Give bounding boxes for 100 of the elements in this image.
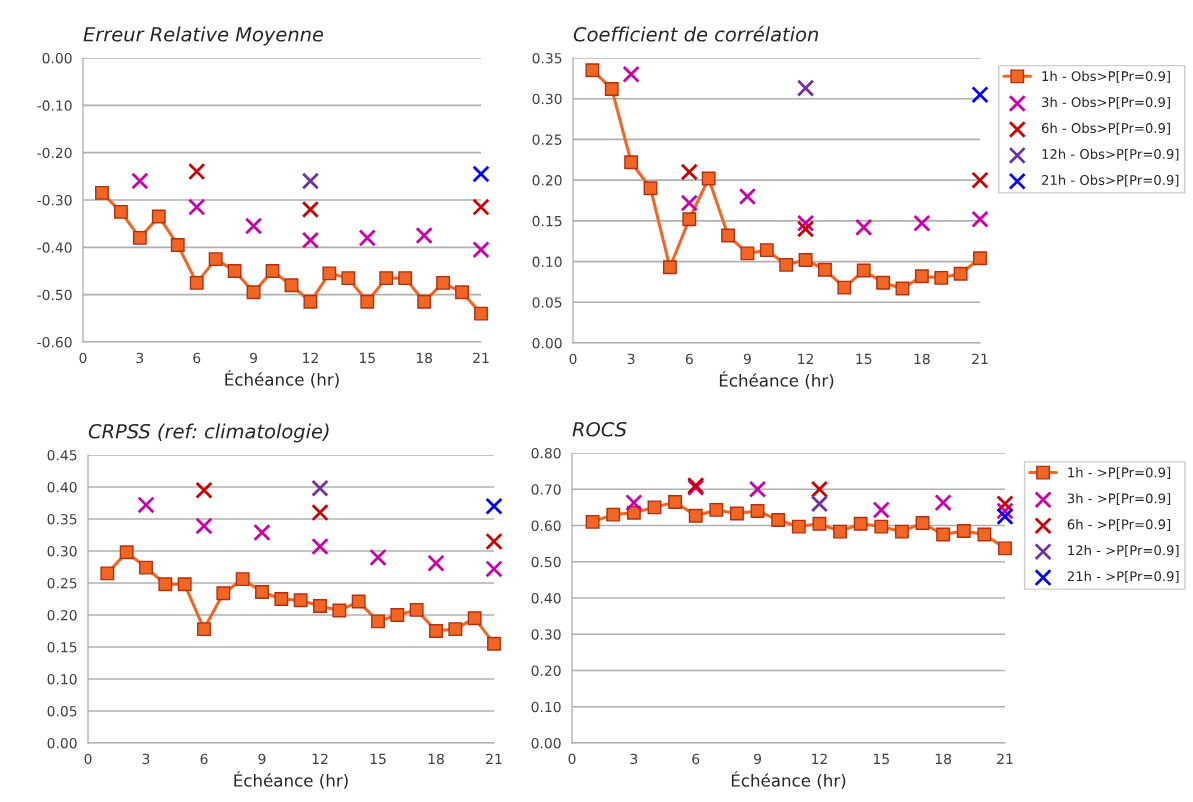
point [643, 181, 658, 196]
y-tick-label: 0.80 [531, 447, 561, 459]
point [680, 194, 698, 212]
point [740, 246, 755, 261]
y-tick-label: 0.30 [47, 545, 77, 557]
y-tick-label: 0.35 [47, 513, 77, 525]
x-tick-label: 3 [627, 353, 635, 365]
y-tick-label: -0.60 [37, 336, 72, 348]
legend-label: 6h - >P[Pr=0.9] [1067, 519, 1171, 531]
chart-title: CRPSS (ref: climatologie) [88, 423, 329, 443]
point [360, 294, 375, 309]
y-tick-label: 0.10 [531, 701, 561, 713]
point [188, 162, 206, 181]
x-tick-label: 9 [258, 753, 266, 765]
point [398, 271, 413, 286]
point [246, 285, 261, 300]
point [95, 185, 109, 200]
point [833, 524, 847, 539]
chart-title: ROCS [572, 421, 627, 437]
point [604, 81, 619, 96]
x-tick-label: 9 [250, 352, 258, 364]
x-tick-label: 18 [935, 753, 952, 765]
point [284, 278, 299, 293]
point [855, 218, 873, 237]
x-tick-label: 21 [473, 352, 489, 363]
y-tick-label: 0.20 [532, 175, 562, 186]
y-tick-label: -0.30 [37, 194, 72, 206]
point [973, 251, 987, 266]
point [472, 198, 490, 216]
x-tick-label: 21 [972, 353, 988, 364]
point [585, 63, 600, 78]
point [301, 172, 320, 190]
point [779, 257, 794, 272]
point [856, 263, 871, 278]
legend-label: 6h - Obs>P[Pr=0.9] [1041, 122, 1170, 135]
point [485, 560, 503, 578]
y-tick-label: 0.25 [532, 134, 562, 145]
y-tick-label: 0.05 [532, 297, 562, 308]
legend-label: 12h - >P[Pr=0.9] [1068, 545, 1179, 557]
y-tick-label: 0.30 [532, 93, 562, 105]
point [379, 271, 394, 286]
point [119, 545, 134, 560]
y-tick-label: 0.10 [47, 673, 77, 685]
point [998, 541, 1012, 556]
point [996, 507, 1014, 526]
x-axis-title: Échéance (hr) [719, 371, 834, 389]
point [293, 593, 308, 608]
point [467, 611, 482, 626]
x-tick-label: 12 [798, 353, 814, 364]
y-tick-label: 0.40 [531, 592, 561, 604]
point [341, 271, 356, 286]
legend-label: 12h - Obs>P[Pr=0.9] [1042, 148, 1179, 161]
point [977, 527, 992, 542]
point [265, 264, 280, 278]
point [137, 496, 155, 514]
legend-label: 1h - Obs>P[Pr=0.9] [1042, 70, 1170, 83]
y-tick-label: 0.30 [531, 629, 561, 640]
point [322, 266, 337, 281]
point [472, 241, 490, 259]
point [417, 294, 432, 309]
point [810, 480, 829, 498]
point [301, 231, 320, 249]
point [208, 252, 223, 267]
point [313, 599, 327, 613]
point [235, 572, 250, 587]
point [721, 228, 735, 243]
point [750, 504, 765, 518]
y-tick-label: 0.70 [531, 484, 561, 495]
x-tick-label: 6 [200, 753, 208, 765]
point [244, 217, 263, 235]
point [197, 622, 211, 637]
x-tick-label: 21 [486, 753, 502, 764]
y-tick-label: -0.50 [37, 289, 72, 301]
point [227, 264, 242, 278]
x-tick-label: 3 [630, 753, 638, 765]
point [953, 266, 968, 281]
legend-label: 3h - >P[Pr=0.9] [1067, 493, 1171, 505]
y-tick-label: -0.10 [37, 100, 72, 111]
y-tick-label: 0.20 [531, 665, 561, 676]
x-tick-label: 9 [743, 353, 751, 365]
point [358, 229, 376, 247]
legend-label: 1h - >P[Pr=0.9] [1068, 467, 1171, 479]
x-tick-label: 0 [569, 353, 577, 365]
point [436, 275, 451, 290]
point [853, 516, 868, 531]
point [371, 614, 385, 629]
point [688, 508, 703, 523]
point [622, 65, 640, 83]
point [100, 566, 115, 581]
x-tick-label: 0 [84, 753, 92, 765]
point [415, 226, 433, 245]
point [139, 560, 153, 575]
x-tick-label: 15 [856, 353, 872, 365]
x-tick-label: 21 [997, 753, 1013, 764]
point [448, 622, 463, 637]
chart-title: Coefficient de corrélation [573, 25, 818, 42]
point [311, 503, 329, 522]
point [796, 79, 815, 97]
x-tick-label: 18 [428, 753, 444, 765]
point [810, 495, 829, 513]
